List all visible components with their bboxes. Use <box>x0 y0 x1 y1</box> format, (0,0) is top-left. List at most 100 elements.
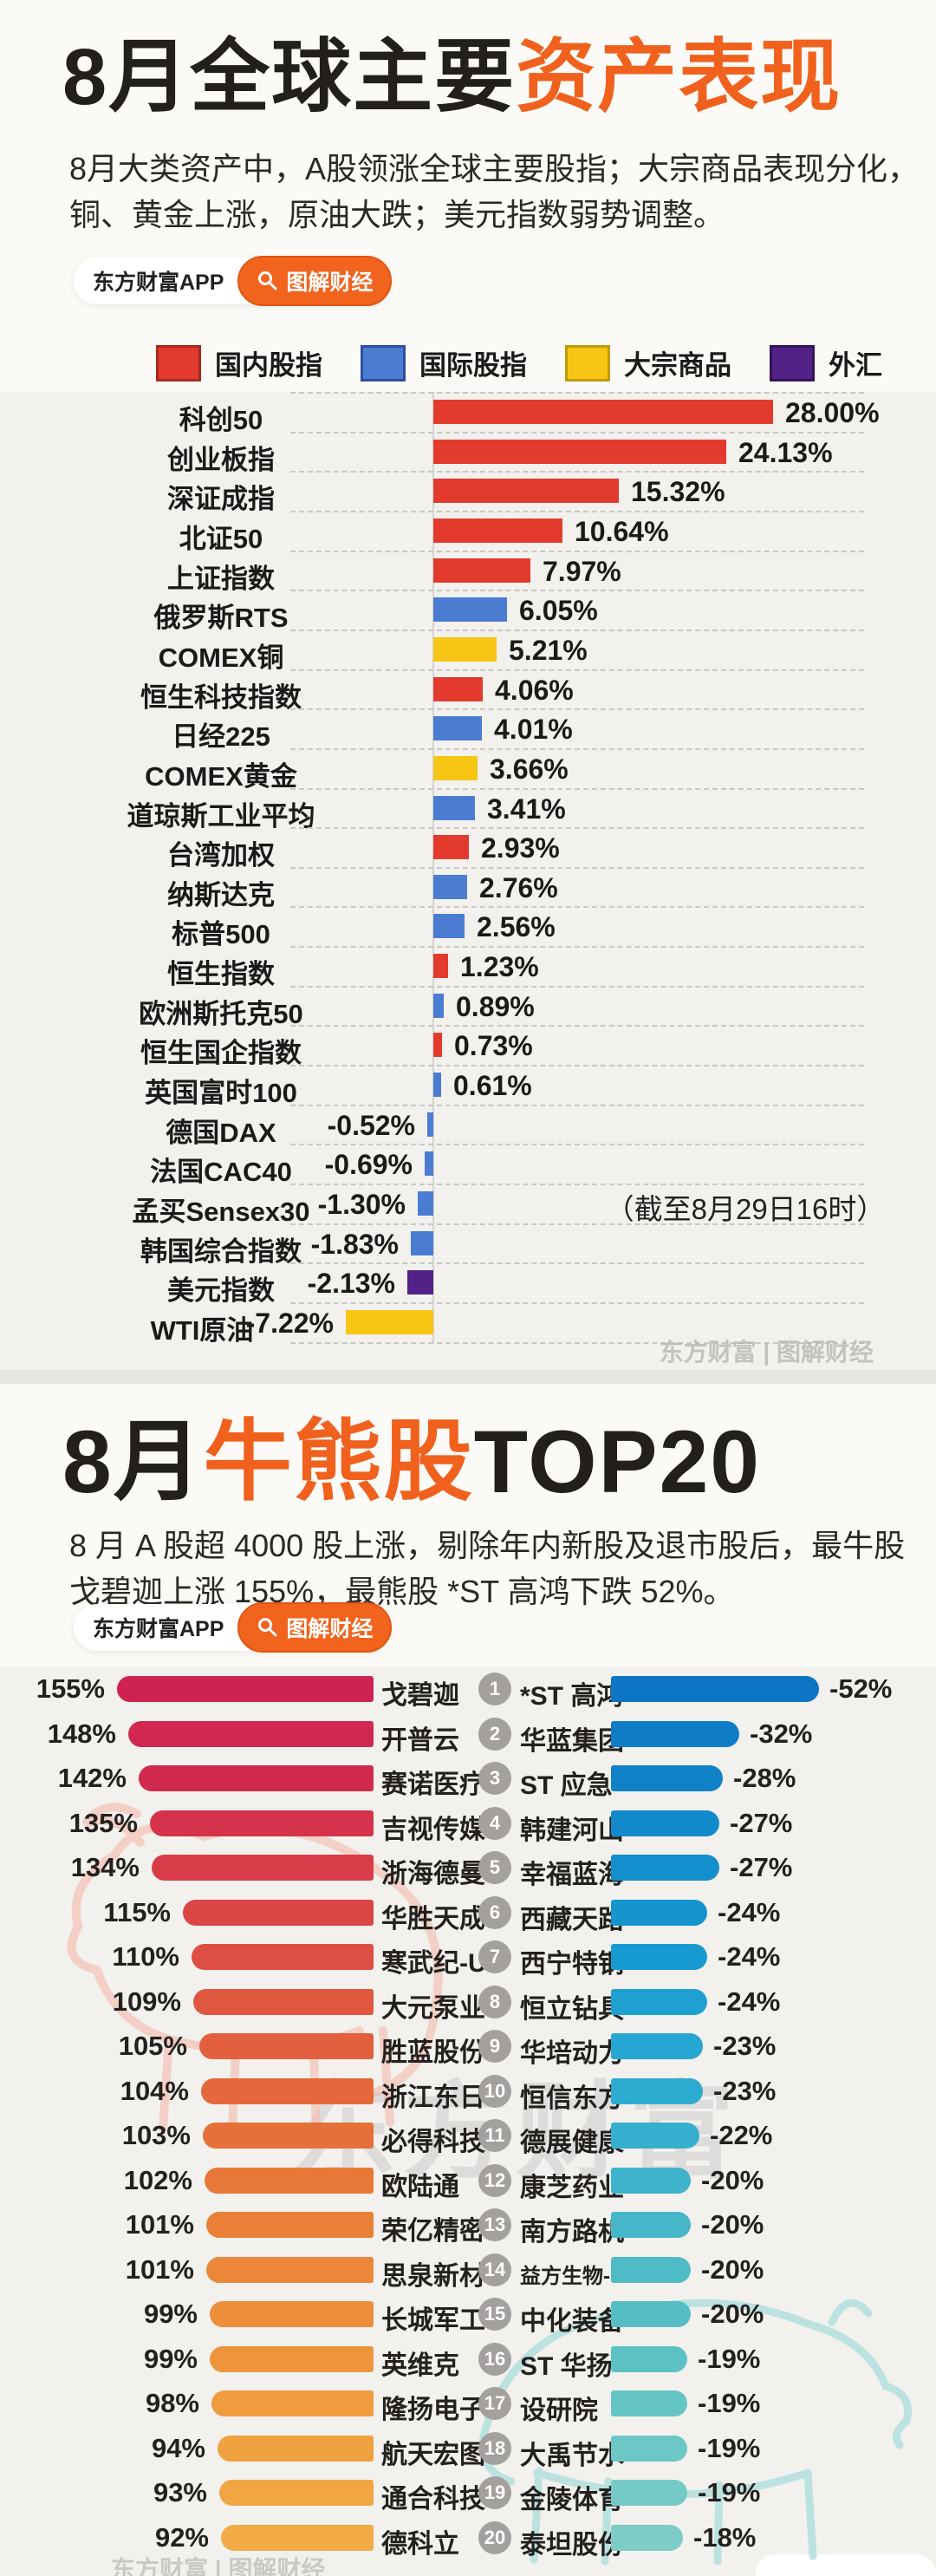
asset-row: COMEX黄金 3.66% <box>0 748 936 792</box>
asset-label: 科创50 <box>179 405 263 435</box>
top20-row: 101% 思泉新材 14 益方生物-U -20% <box>0 2247 936 2292</box>
asset-bar <box>433 994 444 1018</box>
bull-stock-name: 华胜天成 <box>381 1905 485 1934</box>
rank-badge: 17 <box>478 2387 511 2420</box>
asset-bar <box>433 756 478 780</box>
bull-stock-name: 胜蓝股份 <box>381 2038 485 2067</box>
top20-row: 99% 英维克 16 ST 华扬 -19% <box>0 2337 936 2382</box>
bear-value: -24% <box>718 1897 781 1927</box>
tujie-caijing-pill[interactable]: 图解财经 <box>237 1602 393 1653</box>
bull-bar <box>183 1900 374 1926</box>
bear-value: -24% <box>718 1986 781 2017</box>
bull-bar <box>218 2436 374 2462</box>
asset-value: 6.05% <box>519 595 598 626</box>
bear-stock-name: 幸福蓝海 <box>520 1861 624 1889</box>
bear-stock-name: 恒立钻具 <box>520 1995 624 2024</box>
bear-value: -27% <box>730 1852 793 1882</box>
bear-value: -52% <box>829 1673 893 1704</box>
legend-swatch-commodity <box>565 344 610 382</box>
asset-value: 0.89% <box>456 991 535 1022</box>
section1-subtitle-line2: 铜、黄金上涨，原油大跌；美元指数弱势调整。 <box>69 197 725 233</box>
asset-label: 上证指数 <box>167 564 275 594</box>
bull-value: 92% <box>154 2522 209 2553</box>
bottom-badge-fragment <box>756 2554 936 2576</box>
bull-value: 105% <box>118 2031 187 2061</box>
bear-bar <box>611 2301 691 2327</box>
legend-swatch-international <box>361 344 406 382</box>
bear-bar <box>611 2168 691 2194</box>
row-separator <box>290 392 864 394</box>
asset-label: 孟买Sensex30 <box>132 1197 310 1227</box>
asset-row: 德国DAX -0.52% <box>0 1105 936 1148</box>
asset-row: 恒生国企指数 0.73% <box>0 1025 936 1068</box>
section1-header-background <box>0 0 936 392</box>
legend-label: 大宗商品 <box>624 350 731 381</box>
bear-stock-name: 西藏天路 <box>520 1906 624 1934</box>
bull-stock-name: 思泉新材 <box>381 2262 485 2291</box>
bear-value: -19% <box>698 2388 761 2418</box>
asset-label: 欧洲斯托克50 <box>139 999 303 1029</box>
row-separator <box>290 669 864 671</box>
bull-value: 99% <box>143 2344 198 2374</box>
legend-label: 国际股指 <box>419 350 527 381</box>
rank-badge: 4 <box>478 1807 511 1840</box>
rank-badge: 11 <box>478 2119 511 2152</box>
asset-row: 欧洲斯托克50 0.89% <box>0 986 936 1029</box>
bull-stock-name: 欧陆通 <box>381 2173 459 2201</box>
asset-label: 美元指数 <box>167 1275 275 1306</box>
asset-label: 恒生科技指数 <box>140 682 302 713</box>
row-separator <box>290 471 864 473</box>
bull-value: 98% <box>145 2388 199 2418</box>
rank-badge: 14 <box>478 2253 511 2286</box>
asset-row: 科创50 28.00% <box>0 392 936 435</box>
asset-value: 2.56% <box>477 911 556 942</box>
bull-value: 135% <box>68 1808 138 1838</box>
row-separator <box>290 906 864 908</box>
bull-bar <box>150 1810 374 1836</box>
bull-stock-name: 大元泵业 <box>381 1994 485 2023</box>
bull-stock-name: 赛诺医疗 <box>381 1771 485 1799</box>
bear-bar <box>611 2212 691 2238</box>
bull-stock-name: 长城军工 <box>381 2306 485 2335</box>
tujie-caijing-pill[interactable]: 图解财经 <box>237 256 393 306</box>
top20-row: 105% 胜蓝股份 9 华培动力 -23% <box>0 2024 936 2069</box>
app-badge[interactable]: 东方财富APP 图解财经 <box>74 256 393 306</box>
bull-bar <box>206 2212 374 2238</box>
asset-row: 日经225 4.01% <box>0 708 936 752</box>
asset-value: 10.64% <box>575 516 669 547</box>
row-separator <box>290 708 864 710</box>
bull-value: 99% <box>143 2299 198 2329</box>
asset-row: 道琼斯工业平均 3.41% <box>0 788 936 831</box>
rank-badge: 1 <box>478 1673 511 1705</box>
bull-bar <box>193 1989 374 2015</box>
bear-value: -19% <box>698 2477 761 2508</box>
row-separator <box>290 788 864 790</box>
asset-row: 英国富时100 0.61% <box>0 1065 936 1108</box>
bull-bar <box>192 1944 374 1970</box>
bear-bar <box>611 2390 687 2416</box>
bull-value: 110% <box>112 1941 179 1972</box>
row-separator <box>290 946 864 948</box>
bear-stock-name: 南方路机 <box>520 2218 624 2247</box>
bear-value: -27% <box>730 1808 793 1838</box>
asset-bar <box>433 796 475 820</box>
bull-value: 104% <box>120 2076 189 2106</box>
asset-row: WTI原油 -7.22% <box>0 1302 936 1346</box>
bear-stock-name: 大禹节水 <box>520 2442 624 2470</box>
asset-bar <box>433 954 448 978</box>
bear-stock-name: 设研院 <box>520 2397 598 2425</box>
asset-label: COMEX黄金 <box>145 761 297 792</box>
bull-bar <box>201 2078 374 2104</box>
asset-bar <box>427 1112 433 1137</box>
bear-value: -24% <box>718 1941 781 1972</box>
asset-bar <box>433 597 507 622</box>
asset-bar <box>418 1191 433 1216</box>
search-icon <box>258 1618 277 1637</box>
top20-row: 142% 赛诺医疗 3 ST 应急 -28% <box>0 1756 936 1801</box>
rank-badge: 3 <box>478 1762 511 1795</box>
app-badge[interactable]: 东方财富APP 图解财经 <box>74 1602 393 1653</box>
asset-bar <box>411 1231 433 1255</box>
top20-row: 110% 寒武纪-U 7 西宁特钢 -24% <box>0 1934 936 1979</box>
rank-badge: 2 <box>478 1718 511 1751</box>
